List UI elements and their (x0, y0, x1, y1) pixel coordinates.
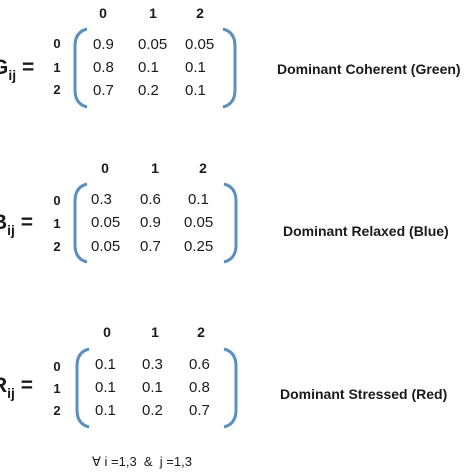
equals-sign: = (20, 211, 34, 234)
row-index: 2 (53, 403, 61, 418)
matrix-cell: 0.1 (95, 379, 116, 396)
matrix-r-block: Rij = 0 1 2 0 1 2 0.1 0.3 0.6 0.1 0.1 0.… (0, 320, 474, 440)
matrix-cell: 0.2 (142, 402, 163, 419)
matrix-subscript: ij (7, 222, 15, 238)
column-header: 0 (103, 324, 111, 340)
column-header: 1 (151, 324, 159, 340)
column-header: 0 (101, 160, 109, 176)
matrix-cell: 0.05 (184, 214, 214, 231)
matrix-subscript: ij (8, 67, 17, 83)
matrix-cell: 0.6 (189, 356, 210, 373)
column-header: 2 (197, 324, 205, 340)
matrix-cell: 0.1 (95, 402, 116, 419)
row-index: 2 (53, 82, 61, 97)
matrix-cell: 0.7 (140, 238, 161, 255)
column-header: 2 (199, 160, 207, 176)
matrix-cell: 0.1 (185, 82, 206, 99)
matrix-label: Bij = (0, 211, 34, 238)
matrix-cell: 0.1 (188, 191, 209, 208)
matrix-label: Gij = (0, 56, 35, 83)
matrix-cell: 0.25 (184, 238, 214, 255)
matrix-cell: 0.3 (142, 356, 163, 373)
matrix-description: Dominant Relaxed (Blue) (283, 223, 449, 239)
matrix-cell: 0.3 (91, 191, 112, 208)
matrix-cell: 0.2 (138, 82, 159, 99)
matrix-cell: 0.05 (185, 36, 215, 53)
matrix-cell: 0.1 (142, 379, 163, 396)
right-bracket (223, 347, 238, 429)
matrix-letter: G (0, 56, 9, 79)
row-index: 1 (53, 381, 61, 396)
matrix-cell: 0.8 (93, 59, 114, 76)
equals-sign: = (20, 374, 34, 397)
matrix-cell: 0.7 (189, 402, 210, 419)
index-range-note: ∀ i =1,3 & j =1,3 (92, 454, 192, 469)
matrix-cell: 0.05 (138, 36, 168, 53)
matrix-cell: 0.8 (189, 379, 210, 396)
row-index: 0 (53, 193, 61, 208)
right-bracket (223, 182, 238, 264)
column-header: 2 (196, 5, 204, 21)
matrix-subscript: ij (7, 385, 15, 401)
column-header: 1 (149, 5, 157, 21)
matrix-letter: B (0, 211, 7, 234)
equals-sign: = (21, 56, 35, 79)
matrix-b-block: Bij = 0 1 2 0 1 2 0.3 0.6 0.1 0.05 0.9 0… (0, 155, 474, 275)
matrix-g-block: Gij = 0 1 2 0 1 2 0.9 0.05 0.05 0.8 0.1 … (0, 0, 474, 120)
right-bracket (222, 27, 237, 109)
row-index: 2 (53, 239, 61, 254)
matrix-cell: 0.9 (140, 214, 161, 231)
row-index: 1 (53, 216, 61, 231)
left-bracket (73, 182, 88, 264)
column-header: 0 (99, 5, 107, 21)
column-header: 1 (151, 160, 159, 176)
matrix-cell: 0.6 (140, 191, 161, 208)
matrix-letter: R (0, 374, 7, 397)
matrix-cell: 0.7 (93, 82, 114, 99)
matrix-cell: 0.05 (91, 214, 121, 231)
row-index: 0 (53, 36, 61, 51)
left-bracket (73, 27, 88, 109)
matrix-cell: 0.9 (93, 36, 114, 53)
matrix-cell: 0.1 (185, 59, 206, 76)
matrix-label: Rij = (0, 374, 34, 401)
row-index: 0 (53, 359, 61, 374)
left-bracket (75, 347, 90, 429)
matrix-cell: 0.05 (91, 238, 121, 255)
matrix-cell: 0.1 (138, 59, 159, 76)
matrix-description: Dominant Coherent (Green) (277, 61, 461, 77)
row-index: 1 (53, 60, 61, 75)
matrix-description: Dominant Stressed (Red) (280, 386, 448, 402)
matrix-cell: 0.1 (95, 356, 116, 373)
